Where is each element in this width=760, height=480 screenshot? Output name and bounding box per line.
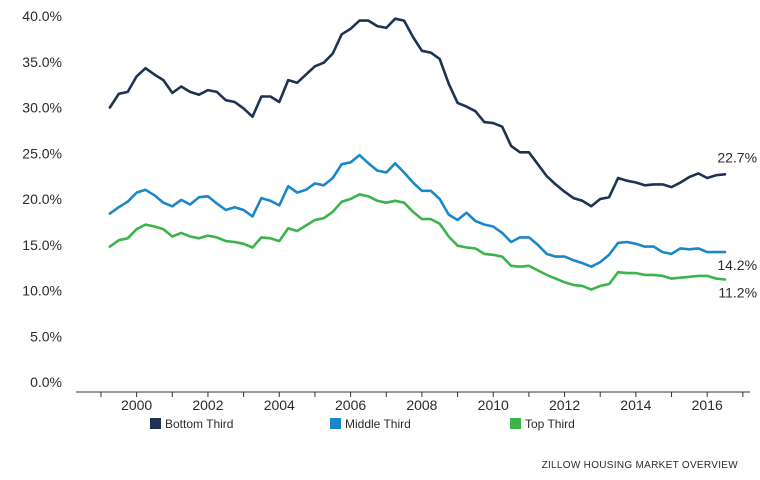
y-tick-label: 5.0% [30, 328, 62, 344]
series-line-top-third [108, 193, 727, 291]
series-lines [108, 17, 727, 291]
legend-label: Top Third [525, 417, 575, 431]
x-tick-label: 2008 [406, 397, 437, 413]
series-line-middle-third [108, 153, 727, 269]
legend-label: Middle Third [345, 417, 411, 431]
y-tick-label: 10.0% [22, 283, 62, 299]
y-tick-label: 20.0% [22, 191, 62, 207]
y-tick-label: 35.0% [22, 54, 62, 70]
x-axis: 2000 2002 2004 2006 2008 2010 2012 2014 2016 [76, 391, 750, 413]
y-tick-label: 30.0% [22, 100, 62, 116]
legend: Bottom Third Middle Third Top Third [150, 417, 575, 431]
source-caption: ZILLOW HOUSING MARKET OVERVIEW [542, 460, 739, 471]
x-tick-label: 2012 [549, 397, 580, 413]
x-tick-label: 2010 [478, 397, 509, 413]
legend-label: Bottom Third [165, 417, 233, 431]
x-tick-label: 2014 [620, 397, 651, 413]
y-tick-label: 0.0% [30, 374, 62, 390]
x-tick-label: 2000 [121, 397, 152, 413]
end-value-label: 14.2% [717, 257, 757, 273]
y-tick-label: 40.0% [22, 8, 62, 24]
x-tick-label: 2016 [692, 397, 723, 413]
y-axis: 0.0% 5.0% 10.0% 15.0% 20.0% 25.0% 30.0% 35.0% 40… [22, 8, 62, 390]
legend-swatch [150, 418, 161, 429]
x-tick-label: 2006 [335, 397, 366, 413]
series-line-bottom-third [108, 17, 727, 208]
y-tick-label: 25.0% [22, 145, 62, 161]
legend-swatch [330, 418, 341, 429]
legend-swatch [510, 418, 521, 429]
end-value-label: 11.2% [718, 285, 757, 301]
end-labels: 22.7% 14.2% 11.2% [717, 149, 757, 300]
x-tick-label: 2002 [192, 397, 223, 413]
y-tick-label: 15.0% [22, 237, 62, 253]
x-tick-label: 2004 [264, 397, 295, 413]
end-value-label: 22.7% [717, 149, 757, 165]
